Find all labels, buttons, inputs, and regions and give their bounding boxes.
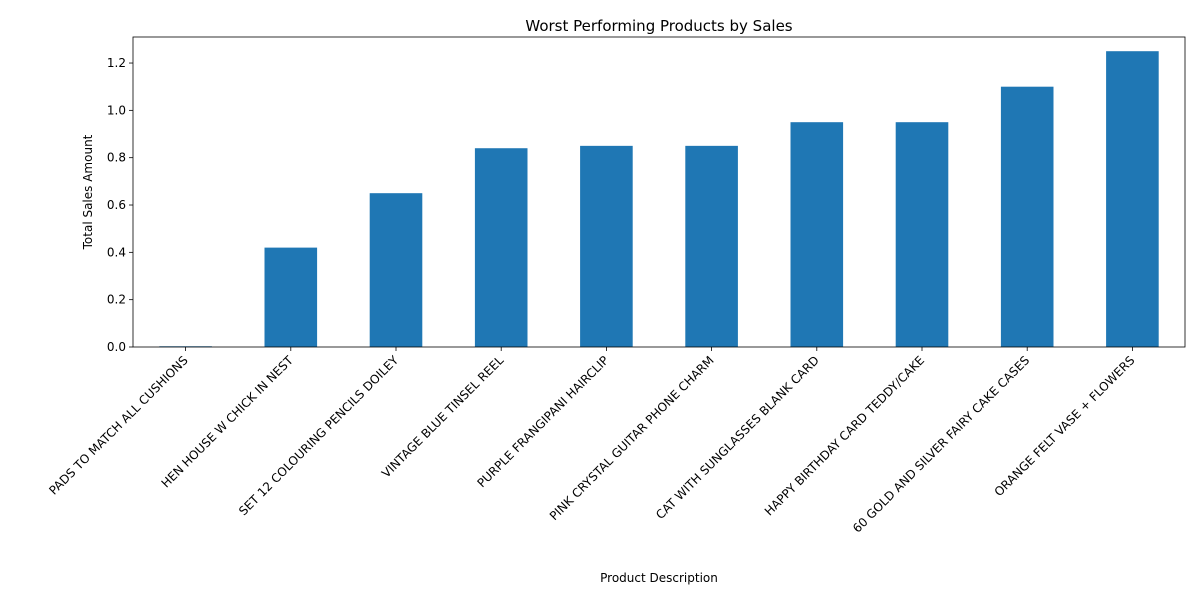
y-tick-label-3: 0.4 <box>107 245 126 259</box>
x-axis-label: Product Description <box>600 571 718 585</box>
bar-7 <box>790 122 844 347</box>
y-tick-label-7: 1.2 <box>107 56 126 70</box>
y-tick-label-2: 0.2 <box>107 293 126 307</box>
y-tick-label-1: 0.0 <box>107 340 126 354</box>
bar-10 <box>1106 51 1159 347</box>
bar-9 <box>1000 86 1054 348</box>
y-tick-label-4: 0.6 <box>107 198 126 212</box>
y-tick-label-5: 0.8 <box>107 151 126 165</box>
y-tick-label-6: 1.0 <box>107 103 126 117</box>
bar-5 <box>580 145 633 347</box>
x-tick-label-9: 60 GOLD AND SILVER FAIRY CAKE CASES <box>850 353 1032 535</box>
bar-4 <box>474 148 528 347</box>
x-tick-label-7: CAT WITH SUNGLASSES BLANK CARD <box>653 353 822 522</box>
plot-frame <box>132 36 1186 348</box>
x-tick-label-6: PINK CRYSTAL GUITAR PHONE CHARM <box>547 353 717 523</box>
chart-title: Worst Performing Products by Sales <box>525 17 792 35</box>
bar-2 <box>264 247 318 347</box>
bar-8 <box>895 122 949 347</box>
x-tick-label-4: VINTAGE BLUE TINSEL REEL <box>379 353 507 481</box>
bar-6 <box>685 145 738 347</box>
bars-group <box>159 51 1159 348</box>
y-axis-label: Total Sales Amount <box>81 134 95 250</box>
bar-3 <box>369 193 423 347</box>
y-axis: 0.0 0.2 0.4 0.6 0.8 1.0 1.2 <box>107 56 133 354</box>
